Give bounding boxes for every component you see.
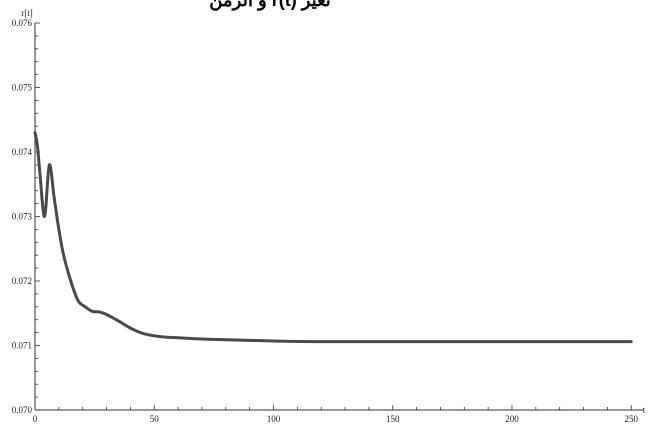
y-tick-label: 0.072 [12,276,32,286]
x-tick-label: 0 [33,414,38,424]
chart-title: و الزمن r(t) تغير [209,0,331,11]
y-axis-label: r[t] [21,8,33,18]
x-tick-label: 150 [386,414,400,424]
x-tick-label: 100 [267,414,281,424]
chart-ticks: 0 50 100 150 200 250 0.070 0.071 0.072 0.073 0.074… [12,18,639,424]
y-tick-label: 0.075 [12,83,33,93]
y-tick-label: 0.074 [12,147,33,157]
y-tick-label: 0.071 [12,341,32,351]
chart-axes [34,23,644,411]
chart-series [33,131,633,344]
y-tick-label: 0.070 [12,405,33,415]
y-tick-label: 0.073 [12,212,33,222]
x-tick-label: 50 [150,414,160,424]
series-line-0 [33,131,633,344]
x-axis-label: t [643,405,646,415]
x-tick-label: 200 [505,414,519,424]
x-tick-label: 250 [624,414,638,424]
y-tick-label: 0.076 [12,18,33,28]
